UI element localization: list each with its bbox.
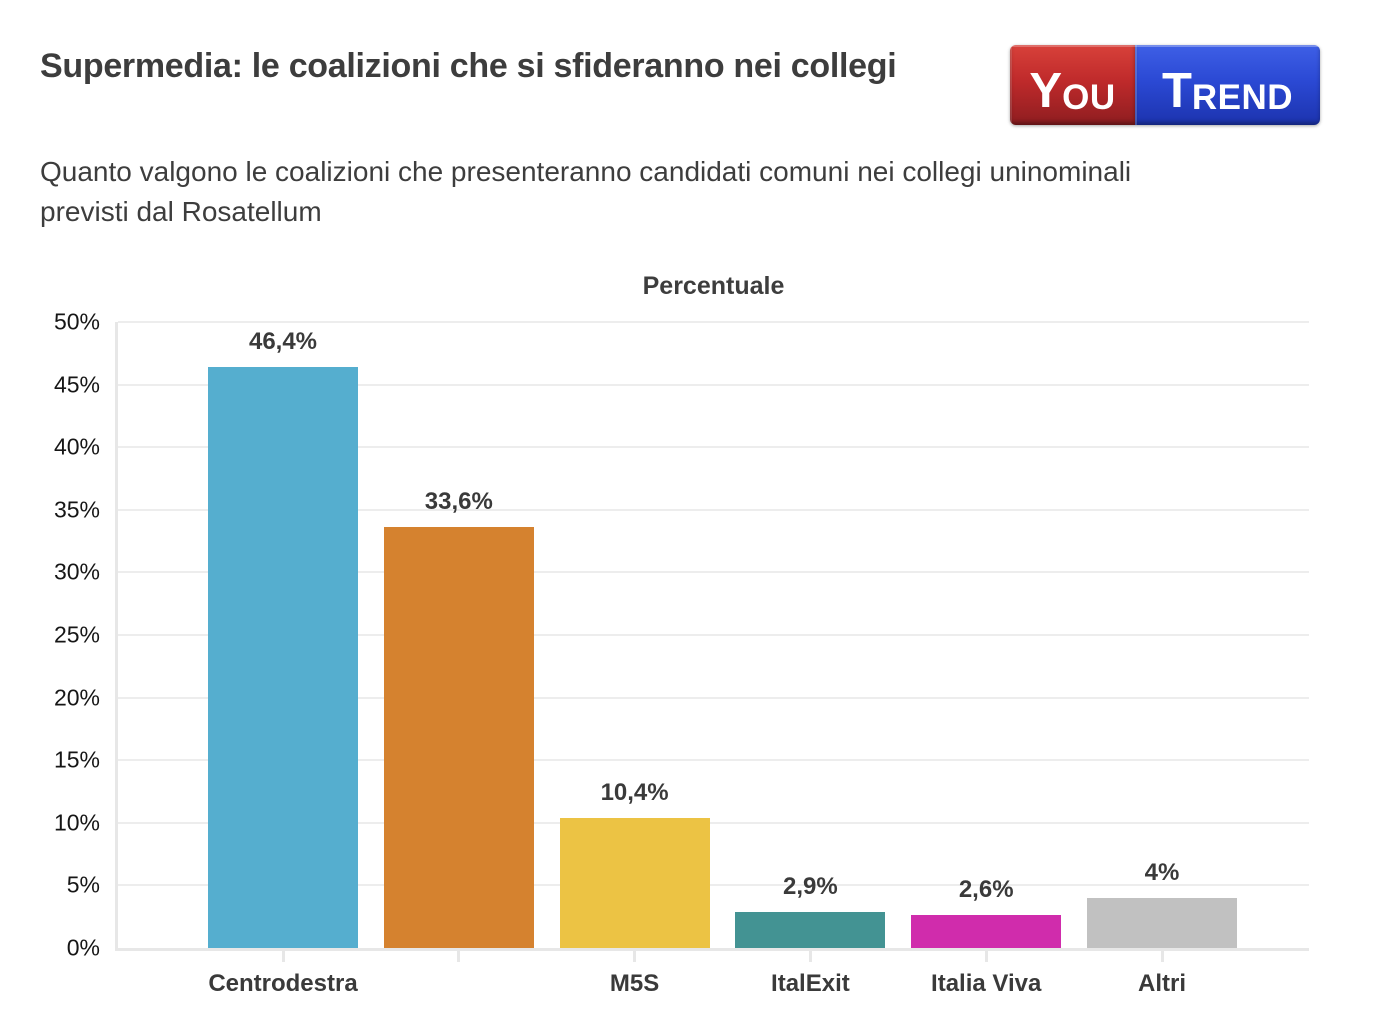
bar-value-label: 10,4% [600, 778, 669, 806]
logo-trend-initial: T [1161, 64, 1192, 118]
bar-value-label: 4% [1144, 858, 1180, 886]
plot-area: 46,4% 33,6% 10,4% 2,9% 2,6% 4% [115, 321, 1309, 951]
gridline [118, 571, 1309, 574]
bar-centrodestra [208, 367, 358, 948]
y-axis-tick-label: 25% [53, 621, 100, 648]
y-axis-tick-label: 30% [53, 558, 100, 585]
bar-m5s [559, 817, 710, 948]
x-axis-tick [984, 948, 988, 962]
x-axis-tick [1160, 948, 1164, 962]
bar-unlabeled-2 [383, 527, 534, 948]
y-axis-tick-label: 35% [53, 496, 100, 523]
y-axis-tick-label: 40% [53, 433, 100, 460]
gridline [118, 696, 1309, 699]
logo-trend-rest: REND [1191, 77, 1294, 117]
bar-value-label: 2,9% [783, 872, 838, 900]
y-axis-tick-label: 15% [53, 746, 100, 773]
gridline [118, 634, 1309, 636]
logo-you-initial: Y [1029, 64, 1063, 118]
gridline [118, 383, 1309, 386]
page-subtitle: Quanto valgono le coalizioni che present… [40, 156, 1132, 227]
x-axis-tick [633, 948, 637, 962]
logo-you-rest: OU [1062, 77, 1116, 117]
gridline [118, 759, 1309, 762]
page-title: Supermedia: le coalizioni che si sfidera… [40, 47, 897, 85]
x-axis-category-label: Italia Viva [931, 970, 1042, 997]
y-axis-tick-label: 50% [53, 308, 100, 335]
youtrend-logo: Y OU T REND [1010, 45, 1320, 125]
x-axis-tick [281, 948, 285, 962]
bar-italia-viva [911, 915, 1062, 948]
y-axis-tick-label: 0% [66, 934, 100, 961]
bar-value-label: 46,4% [248, 328, 318, 356]
gridline [118, 446, 1309, 449]
chart-title: Percentuale [642, 272, 785, 300]
x-axis-category-label: ItalExit [771, 970, 850, 997]
bar-value-label: 33,6% [424, 488, 493, 516]
y-axis-tick-label: 5% [66, 871, 100, 898]
x-axis-tick [457, 948, 461, 962]
x-axis-category-label: Altri [1138, 970, 1186, 997]
x-axis-category-label: Centrodestra [208, 970, 358, 997]
y-axis-tick-label: 45% [53, 371, 100, 398]
gridline [118, 508, 1309, 511]
gridline [118, 821, 1309, 824]
bar-italexit [735, 911, 886, 948]
logo-trend-block: T REND [1135, 45, 1320, 125]
gridline [118, 321, 1309, 323]
bar-value-label: 2,6% [958, 876, 1014, 904]
gridline [118, 884, 1309, 887]
logo-you-block: Y OU [1010, 45, 1135, 125]
x-axis-category-label: M5S [609, 970, 660, 997]
y-axis-tick-label: 10% [53, 809, 100, 836]
x-axis-tick [808, 948, 812, 962]
y-axis-tick-label: 20% [53, 684, 100, 711]
bar-altri [1087, 897, 1237, 948]
